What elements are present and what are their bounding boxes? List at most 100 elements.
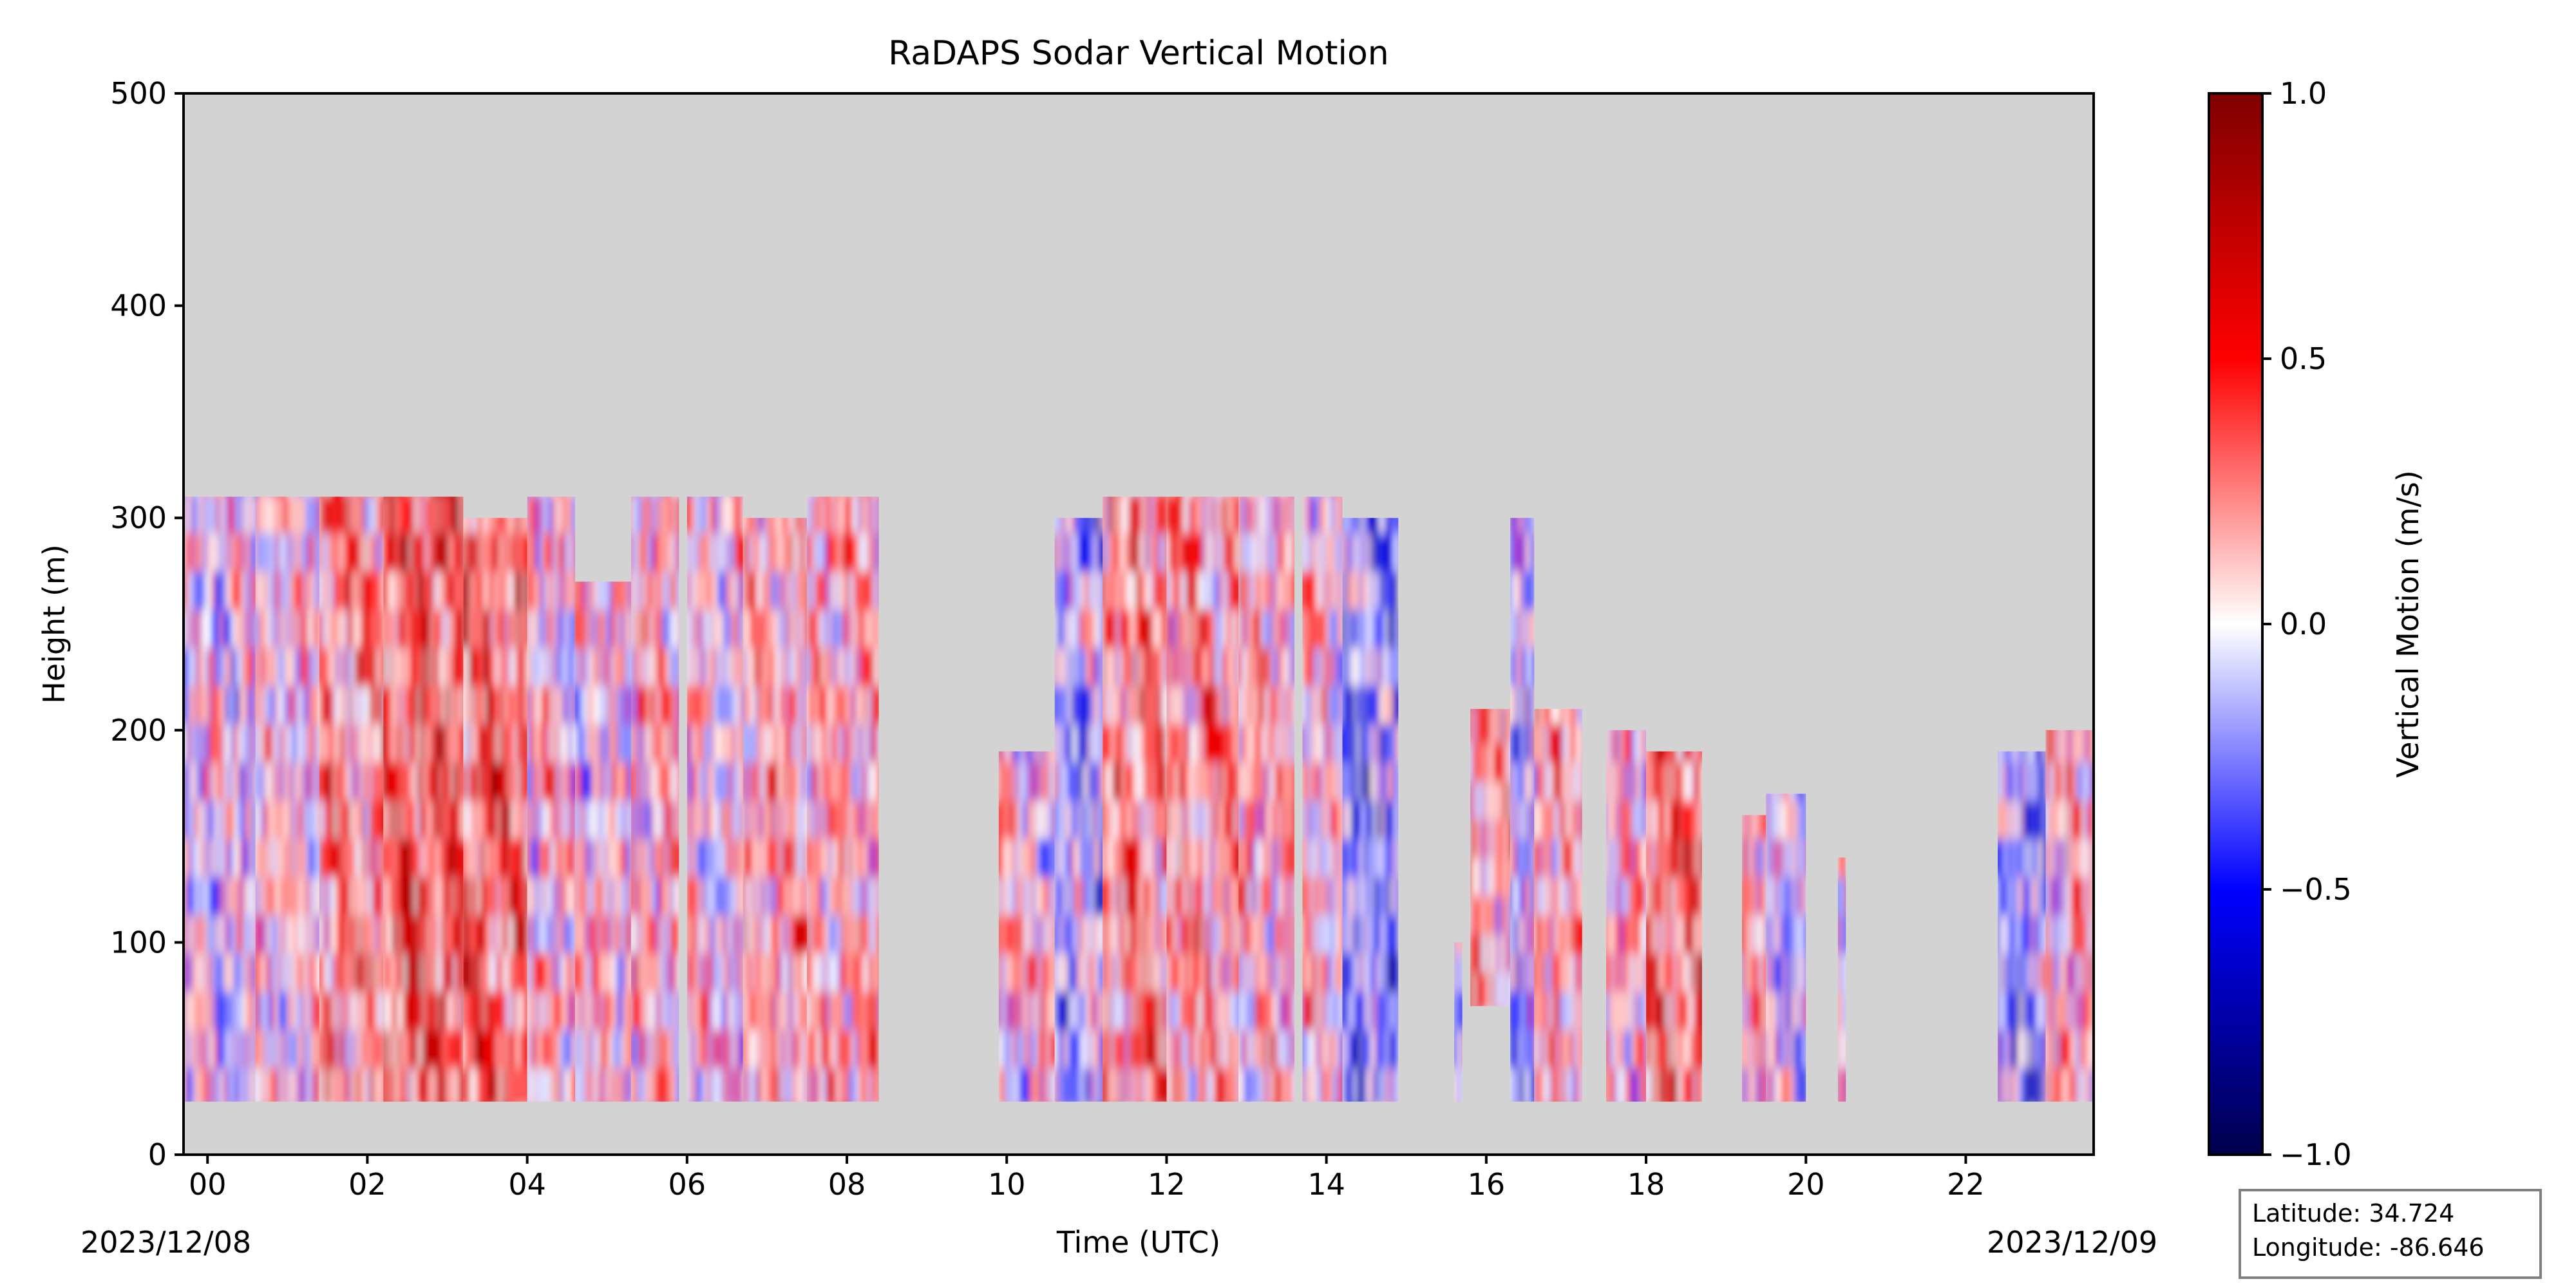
heat-cell bbox=[408, 685, 412, 724]
heat-cell bbox=[732, 497, 735, 534]
heat-cell bbox=[732, 991, 735, 1030]
heat-cell bbox=[782, 838, 786, 878]
heat-cell bbox=[837, 609, 842, 649]
heat-cell bbox=[538, 1067, 542, 1102]
heat-cell bbox=[245, 685, 249, 724]
heat-cell bbox=[737, 571, 741, 610]
heat-cell bbox=[840, 571, 844, 610]
heat-cell bbox=[425, 1067, 429, 1102]
heat-cell bbox=[364, 723, 368, 763]
heat-cell bbox=[428, 497, 432, 534]
heat-cell bbox=[205, 571, 210, 610]
heat-cell bbox=[488, 533, 492, 572]
heat-cell bbox=[851, 497, 855, 534]
heat-cell bbox=[358, 685, 363, 724]
heat-cell bbox=[784, 1029, 789, 1068]
heat-cell bbox=[728, 1029, 733, 1068]
heat-cell bbox=[436, 991, 440, 1030]
heat-cell bbox=[687, 800, 691, 839]
heat-cell bbox=[820, 952, 825, 992]
heat-cell bbox=[209, 914, 213, 954]
heat-cell bbox=[305, 991, 310, 1030]
heat-cell bbox=[740, 685, 743, 724]
heat-cell bbox=[433, 533, 437, 572]
heat-cell bbox=[614, 876, 618, 916]
heat-cell bbox=[692, 497, 696, 534]
heat-cell bbox=[854, 876, 858, 916]
heat-cell bbox=[773, 533, 777, 572]
heat-cell bbox=[572, 571, 576, 610]
heat-cell bbox=[431, 609, 435, 649]
heat-cell bbox=[461, 800, 464, 839]
heat-cell bbox=[734, 800, 739, 839]
heat-cell bbox=[519, 685, 523, 724]
heat-cell bbox=[453, 762, 457, 801]
heat-cell bbox=[263, 991, 268, 1030]
heat-cell bbox=[746, 533, 750, 572]
heat-cell bbox=[832, 685, 836, 724]
heat-cell bbox=[715, 647, 719, 687]
heat-cell bbox=[278, 952, 281, 992]
heat-cell bbox=[375, 533, 379, 572]
heat-cell bbox=[765, 685, 769, 724]
heat-cell bbox=[630, 914, 635, 954]
heat-cell bbox=[796, 647, 800, 687]
heat-cell bbox=[692, 533, 696, 572]
heat-cell bbox=[511, 762, 515, 801]
heat-cell bbox=[258, 571, 262, 610]
heat-cell bbox=[698, 914, 702, 954]
heat-cell bbox=[609, 647, 612, 687]
heat-cell bbox=[620, 647, 623, 687]
heat-cell bbox=[355, 991, 359, 1030]
heat-cell bbox=[361, 1067, 365, 1102]
heat-cell bbox=[477, 838, 481, 878]
heat-cell bbox=[280, 1067, 285, 1102]
heat-cell bbox=[222, 1029, 227, 1068]
heat-cell bbox=[442, 571, 446, 610]
heat-cell bbox=[474, 991, 478, 1030]
heat-cell bbox=[765, 952, 769, 992]
heat-cell bbox=[394, 1029, 398, 1068]
heat-cell bbox=[826, 571, 830, 610]
heat-cell bbox=[837, 800, 842, 839]
heat-cell bbox=[860, 685, 864, 724]
heat-cell bbox=[832, 723, 836, 763]
heat-cell bbox=[846, 800, 850, 839]
heat-cell bbox=[231, 800, 235, 839]
heat-cell bbox=[205, 723, 210, 763]
heat-cell bbox=[414, 800, 418, 839]
heat-cell bbox=[278, 571, 281, 610]
heat-cell bbox=[422, 762, 426, 801]
heat-cell bbox=[350, 723, 354, 763]
heat-cell bbox=[748, 952, 752, 992]
heat-cell bbox=[453, 1067, 457, 1102]
heat-cell bbox=[366, 800, 371, 839]
heat-cell bbox=[311, 914, 315, 954]
heat-cell bbox=[695, 647, 699, 687]
heat-cell bbox=[634, 609, 638, 649]
heat-cell bbox=[225, 647, 229, 687]
heat-cell bbox=[397, 1029, 401, 1068]
heat-cell bbox=[275, 571, 279, 610]
heat-cell bbox=[205, 609, 210, 649]
heat-cell bbox=[665, 800, 668, 839]
heat-cell bbox=[275, 800, 279, 839]
heat-cell bbox=[286, 762, 290, 801]
heat-cell bbox=[317, 838, 319, 878]
heat-cell bbox=[497, 647, 500, 687]
heat-cell bbox=[572, 876, 576, 916]
heat-cell bbox=[405, 991, 410, 1030]
heat-cell bbox=[617, 991, 621, 1030]
heat-cell bbox=[433, 609, 437, 649]
heat-cell bbox=[194, 876, 198, 916]
heat-cell bbox=[286, 1067, 290, 1102]
heat-cell bbox=[522, 685, 526, 724]
heat-cell bbox=[701, 762, 705, 801]
heat-cell bbox=[217, 876, 221, 916]
heat-cell bbox=[857, 647, 861, 687]
heat-cell bbox=[303, 647, 307, 687]
heat-cell bbox=[703, 952, 708, 992]
heat-cell bbox=[690, 1067, 694, 1102]
heat-cell bbox=[771, 609, 775, 649]
heat-cell bbox=[622, 762, 627, 801]
